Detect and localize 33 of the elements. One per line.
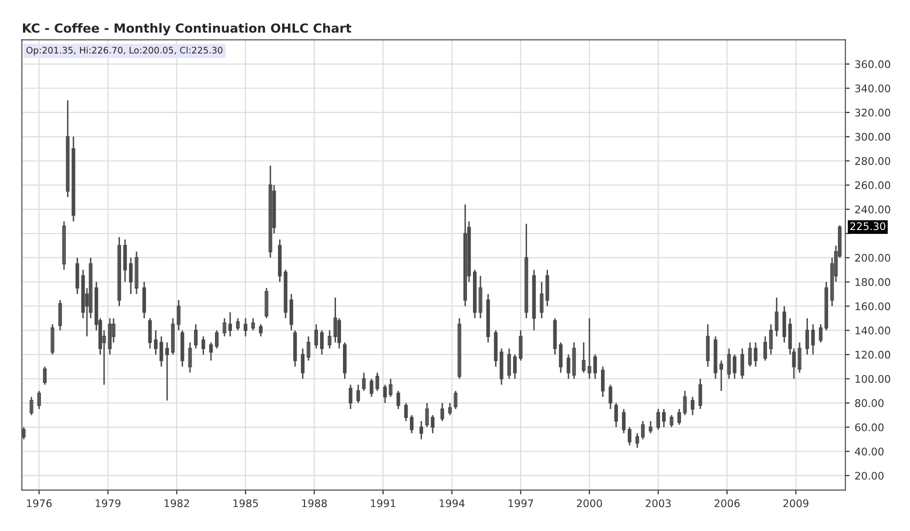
x-tick-label: 1997 [508,499,534,508]
y-tick-label: 140.00 [856,326,890,334]
y-tick-label: 80.00 [855,399,884,408]
y-tick-label: 360.00 [855,60,890,68]
y-tick-label: 120.00 [856,350,890,359]
x-tick-label: 2000 [576,499,602,508]
x-tick-label: 2009 [783,499,808,508]
y-tick-label: 60.00 [855,423,884,432]
chart-title: KC - Coffee - Monthly Continuation OHLC Chart [22,23,352,36]
x-tick-label: 2003 [646,499,671,508]
y-tick-label: 160.00 [856,302,890,310]
y-tick-label: 320.00 [855,108,890,117]
candlestick [244,318,248,338]
x-tick-label: 1991 [370,499,396,508]
x-tick-label: 1994 [440,499,465,508]
y-tick-label: 200.00 [855,254,890,262]
y-tick-label: 280.00 [855,157,890,165]
x-tick-label: 1988 [302,499,327,508]
y-tick-label: 40.00 [854,448,884,456]
x-tick-label: 1985 [233,499,258,508]
y-tick-label: 180.00 [856,278,890,286]
x-tick-label: 1982 [164,499,189,508]
x-tick-label: 1976 [26,499,52,508]
y-tick-label: 20.00 [855,472,884,480]
y-tick-label: 300.00 [855,132,890,141]
y-tick-label: 100.00 [856,374,890,383]
y-tick-label: 340.00 [855,84,890,92]
y-tick-label: 240.00 [855,206,890,214]
x-tick-label: 2006 [714,499,740,508]
text: 225.30 [850,222,886,230]
y-tick-label: 260.00 [855,181,890,190]
x-tick-label: 1979 [96,499,120,508]
annotation: Op:201.35, Hi:226.70, Lo:200.05, Cl:225.30 [26,46,222,56]
